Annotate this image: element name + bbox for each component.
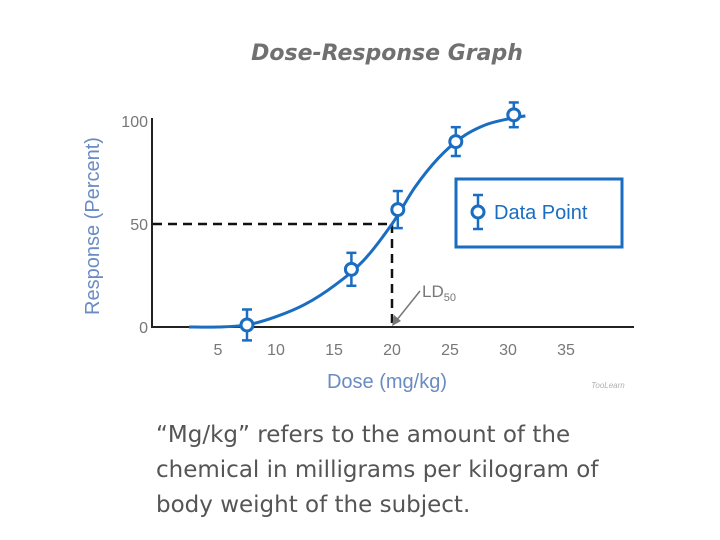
legend-label: Data Point [494,202,588,224]
x-axis-label: Dose (mg/kg) [327,371,447,393]
x-tick-label: 30 [499,342,517,359]
legend-marker [470,204,486,220]
caption-line: chemical in milligrams per kilogram of [156,457,599,483]
x-tick-label: 25 [441,342,459,359]
x-tick-label: 20 [383,342,401,359]
chart-title: Dose-Response Graph [251,41,523,66]
y-tick-label: 100 [121,114,148,131]
y-tick-label: 50 [130,217,148,234]
x-tick-label: 5 [214,342,223,359]
caption-line: body weight of the subject. [156,492,471,518]
svg-text:LD50: LD50 [422,282,456,304]
x-tick-label: 10 [267,342,285,359]
x-tick-label: 35 [557,342,575,359]
legend: Data Point [454,177,624,249]
caption-line: “Mg/kg” refers to the amount of the [156,422,571,448]
data-point [343,251,359,288]
data-point [390,189,406,230]
x-tick-label: 15 [325,342,343,359]
y-tick-label: 0 [139,320,148,337]
data-point [239,308,255,342]
ld50-annotation: LD50 [392,282,456,326]
data-point [448,125,464,158]
watermark: TooLearn [591,381,625,390]
data-point [506,101,522,129]
caption: “Mg/kg” refers to the amount of the chem… [156,418,676,523]
y-axis-label: Response (Percent) [82,137,104,315]
